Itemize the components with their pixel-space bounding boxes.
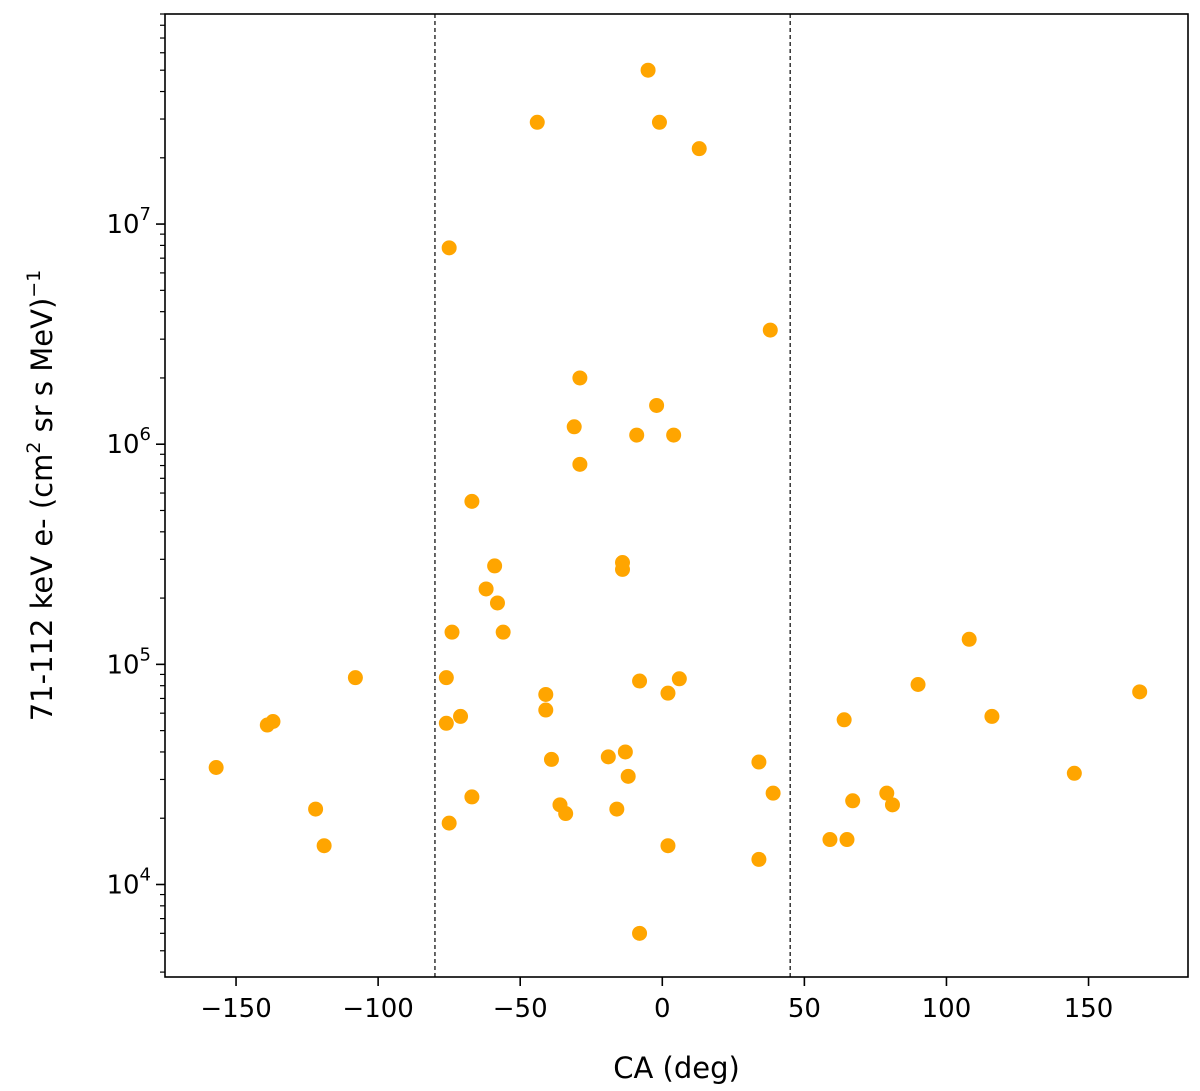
data-point	[615, 561, 631, 577]
y-tick-label: 106	[106, 424, 151, 460]
data-point	[566, 419, 582, 435]
y-tick-labels: 104 105 106 107	[106, 204, 151, 900]
data-point	[208, 759, 224, 775]
data-point	[822, 832, 838, 848]
x-tick-label: 50	[788, 994, 821, 1024]
data-point	[660, 685, 676, 701]
data-point	[529, 114, 545, 130]
data-points	[208, 62, 1148, 941]
data-point	[308, 801, 324, 817]
data-point	[558, 806, 574, 822]
y-axis-label-exponent: −1	[23, 270, 45, 298]
data-point	[660, 838, 676, 854]
data-point	[617, 744, 633, 760]
data-point	[629, 427, 645, 443]
y-tick-label: 107	[106, 204, 151, 240]
data-point	[839, 832, 855, 848]
data-point	[751, 851, 767, 867]
y-tick-label: 104	[106, 864, 151, 900]
data-point	[762, 322, 778, 338]
data-point	[453, 708, 469, 724]
data-point	[640, 62, 656, 78]
x-axis-label: CA (deg)	[613, 1051, 740, 1085]
data-point	[347, 670, 363, 686]
data-point	[538, 702, 554, 718]
data-point	[691, 141, 707, 157]
data-point	[438, 670, 454, 686]
data-point	[538, 686, 554, 702]
data-point	[632, 673, 648, 689]
data-point	[620, 768, 636, 784]
x-tick-label: −100	[342, 994, 413, 1024]
data-point	[751, 754, 767, 770]
y-tick-label: 105	[106, 644, 151, 680]
data-point	[609, 801, 625, 817]
data-point	[845, 793, 861, 809]
x-tick-label: −50	[493, 994, 548, 1024]
data-point	[765, 785, 781, 801]
data-point	[632, 925, 648, 941]
data-point	[1132, 684, 1148, 700]
x-tick-label: 150	[1064, 994, 1114, 1024]
y-axis-label: 71-112 keV e- (cm2 sr s MeV)−1	[23, 270, 59, 722]
data-point	[961, 631, 977, 647]
data-point	[495, 624, 511, 640]
y-axis-label-rest: sr s MeV)	[25, 298, 59, 442]
data-point	[438, 715, 454, 731]
plot-frame	[164, 13, 1189, 978]
y-minor-ticks	[160, 13, 165, 973]
x-tick-label: 100	[922, 994, 972, 1024]
data-point	[444, 624, 460, 640]
data-point	[836, 712, 852, 728]
data-point	[1066, 765, 1082, 781]
data-point	[649, 397, 665, 413]
reference-lines	[434, 14, 791, 977]
x-tick-label: 0	[654, 994, 671, 1024]
data-point	[910, 676, 926, 692]
data-point	[487, 558, 503, 574]
data-point	[489, 595, 505, 611]
data-point	[600, 749, 616, 765]
data-point	[478, 581, 494, 597]
data-point	[572, 370, 588, 386]
x-tick-labels: −150 −100 −50 0 50 100 150	[200, 994, 1113, 1024]
data-point	[441, 815, 457, 831]
data-point	[543, 751, 559, 767]
data-point	[464, 493, 480, 509]
data-point	[671, 671, 687, 687]
data-point	[879, 785, 895, 801]
y-axis-label-superscript: 2	[23, 442, 45, 454]
data-point	[572, 456, 588, 472]
data-point	[666, 427, 682, 443]
data-point	[884, 797, 900, 813]
y-axis-label-main: 71-112 keV e- (cm	[25, 454, 59, 722]
axis-ticks	[156, 223, 1090, 986]
data-point	[265, 714, 281, 730]
data-point	[464, 789, 480, 805]
data-point	[984, 708, 1000, 724]
data-point	[651, 114, 667, 130]
x-tick-label: −150	[200, 994, 271, 1024]
data-point	[441, 240, 457, 256]
data-point	[316, 838, 332, 854]
